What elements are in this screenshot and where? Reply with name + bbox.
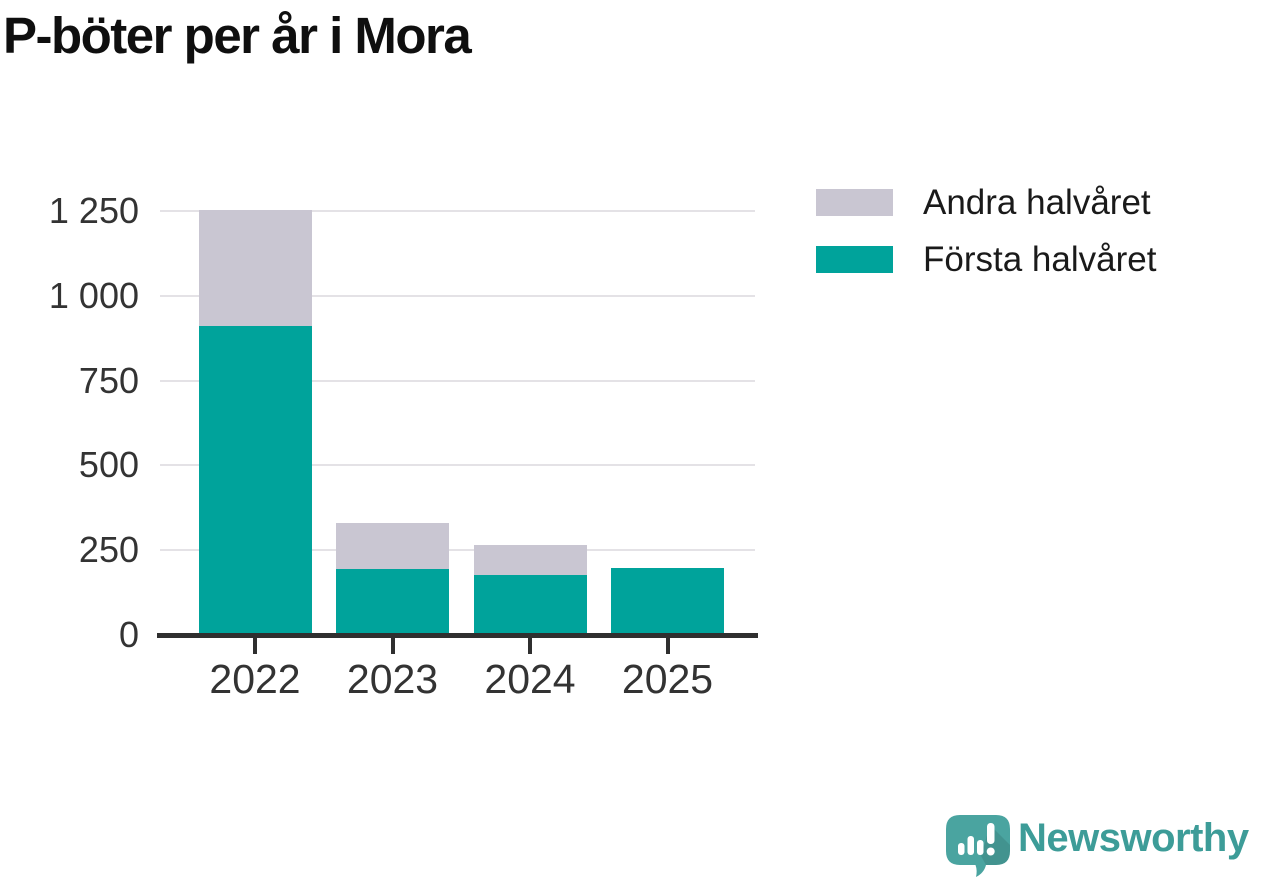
x-axis-tick-2025 bbox=[665, 638, 670, 654]
x-axis-tick-2023 bbox=[390, 638, 395, 654]
x-axis-line bbox=[157, 633, 758, 638]
x-tick-label-2025: 2025 bbox=[621, 656, 714, 702]
gridline-250 bbox=[160, 549, 755, 552]
y-tick-label-1000: 1 000 bbox=[48, 274, 139, 316]
plot-area bbox=[160, 210, 755, 635]
bar-segment-2024-första bbox=[473, 575, 587, 635]
gridline-1000 bbox=[160, 294, 755, 297]
newsworthy-wordmark: Newsworthy bbox=[1018, 816, 1249, 860]
bar-segment-2022-andra bbox=[198, 210, 312, 327]
y-tick-label-500: 500 bbox=[78, 444, 139, 486]
legend-swatch-forsta-halvaret bbox=[816, 246, 893, 273]
bar-segment-2023-andra bbox=[336, 523, 449, 569]
legend-swatch-andra-halvaret bbox=[816, 189, 893, 216]
x-axis-tick-2022 bbox=[253, 638, 257, 654]
legend-label-forsta-halvaret: Första halvåret bbox=[923, 239, 1157, 279]
legend-item-andra-halvaret: Andra halvåret bbox=[816, 183, 1156, 222]
gridline-1250 bbox=[160, 210, 755, 212]
y-axis-labels: 0 250 500 750 1 000 1 250 bbox=[0, 191, 139, 655]
x-tick-label-2022: 2022 bbox=[209, 656, 301, 702]
x-tick-label-2024: 2024 bbox=[484, 656, 576, 702]
bar-segment-2025-första bbox=[611, 568, 724, 635]
newsworthy-logo-icon bbox=[946, 815, 1010, 877]
y-tick-label-1250: 1 250 bbox=[48, 190, 139, 231]
chart-title: P-böter per år i Mora bbox=[3, 7, 472, 64]
y-tick-label-750: 750 bbox=[78, 359, 139, 401]
x-axis-tick-2024 bbox=[528, 638, 532, 654]
legend: Andra halvåret Första halvåret bbox=[816, 183, 1156, 303]
bar-segment-2022-första bbox=[198, 326, 312, 635]
gridline-500 bbox=[160, 464, 755, 467]
x-tick-label-2023: 2023 bbox=[346, 656, 439, 702]
bar-segment-2024-andra bbox=[473, 545, 587, 576]
bar-segment-2023-första bbox=[336, 568, 449, 635]
y-tick-label-0: 0 bbox=[118, 614, 139, 655]
legend-label-andra-halvaret: Andra halvåret bbox=[923, 182, 1151, 222]
newsworthy-logo: Newsworthy bbox=[946, 815, 1249, 877]
legend-item-forsta-halvaret: Första halvåret bbox=[816, 240, 1156, 279]
y-tick-label-250: 250 bbox=[78, 529, 139, 571]
gridline-750 bbox=[160, 379, 755, 382]
